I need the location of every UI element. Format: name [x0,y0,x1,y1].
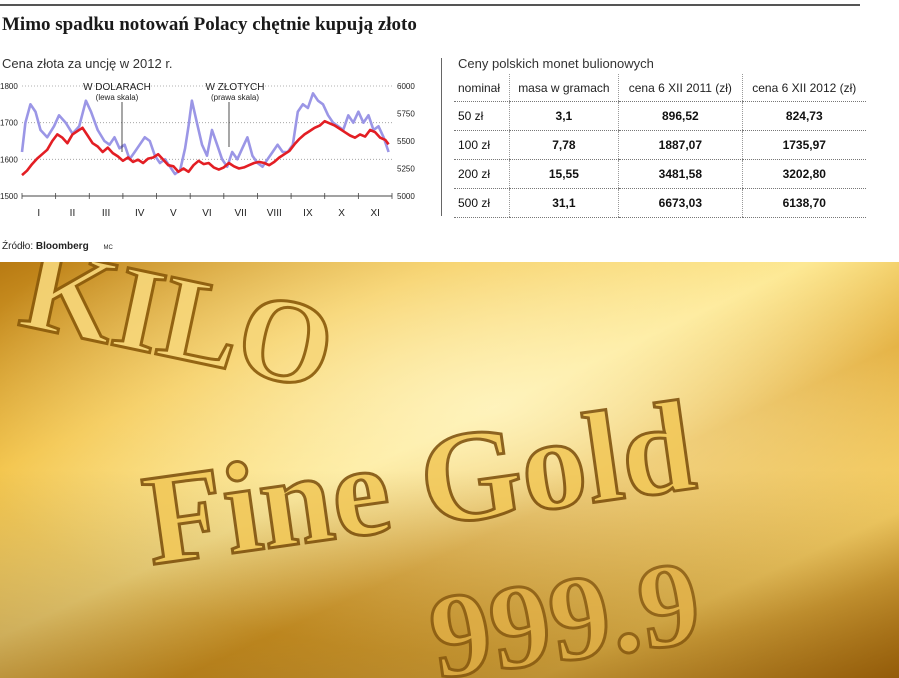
left-tick-label: 1700 [0,119,18,128]
col-header-nominal: nominał [454,74,510,102]
col-header-price-2012: cena 6 XII 2012 (zł) [741,74,866,102]
table-header-row: nominał masa w gramach cena 6 XII 2011 (… [454,74,866,102]
x-tick-label: X [338,208,345,219]
right-axis-ticks: 6000 5750 5500 5250 5000 [397,82,415,201]
series-note-usd: (lewa skala) [96,93,139,102]
x-tick-label: IX [303,208,313,219]
x-tick-label: V [170,208,177,219]
series-note-pln: (prawa skala) [211,93,259,102]
panel-divider [441,58,442,216]
source-line: Źródło: Bloomberg MC [2,241,113,252]
cell-mass: 31,1 [508,188,619,218]
series-label-pln: W ZŁOTYCH [206,82,265,93]
cell-mass: 15,55 [508,159,619,189]
table-row: 100 zł 7,78 1887,07 1735,97 [454,130,866,160]
col-header-price-2011: cena 6 XII 2011 (zł) [618,74,743,102]
table-row: 200 zł 15,55 3481,58 3202,80 [454,159,866,189]
left-tick-label: 1800 [0,82,18,91]
top-rule [0,4,860,6]
headline: Mimo spadku notowań Polacy chętnie kupuj… [2,14,417,35]
cell-nominal: 100 zł [454,130,510,160]
cell-price-2012: 3202,80 [741,159,866,189]
table-row: 50 zł 3,1 896,52 824,73 [454,101,866,131]
chart-lines [20,91,390,177]
right-tick-label: 6000 [397,82,415,91]
cell-price-2011: 1887,07 [618,130,743,160]
right-tick-label: 5000 [397,192,415,201]
left-tick-label: 1500 [0,192,18,201]
table-row: 500 zł 31,1 6673,03 6138,70 [454,188,866,218]
cell-mass: 7,78 [508,130,619,160]
left-axis-ticks: 1800 1700 1600 1500 [0,82,18,201]
author-initials: MC [103,245,113,251]
cell-price-2012: 824,73 [741,101,866,131]
series-label-usd: W DOLARACH [83,82,151,93]
x-tick-label: VII [235,208,247,219]
x-tick-label: XI [370,208,379,219]
cell-price-2012: 6138,70 [741,188,866,218]
x-tick-label: I [37,208,40,219]
series-line-usd [20,91,390,176]
cell-price-2011: 896,52 [618,101,743,131]
x-tick-label: IV [135,208,145,219]
cell-price-2011: 6673,03 [618,188,743,218]
x-tick-label: VI [202,208,211,219]
table-title: Ceny polskich monet bulionowych [458,56,654,71]
cell-nominal: 500 zł [454,188,510,218]
col-header-mass: masa w gramach [508,74,619,102]
gold-bar-photo: KILO Fine Gold 999.9 [0,262,899,678]
cell-nominal: 50 zł [454,101,510,131]
cell-nominal: 200 zł [454,159,510,189]
source-label: Źródło: [2,241,34,252]
embossed-purity: 999.9 [422,535,708,678]
chart-title: Cena złota za uncję w 2012 r. [2,56,173,71]
chart-grid [22,85,392,197]
right-tick-label: 5250 [397,165,415,174]
x-tick-label: II [70,208,76,219]
x-tick-label: VIII [267,208,282,219]
x-tick-label: III [102,208,110,219]
cell-mass: 3,1 [508,101,619,131]
cell-price-2011: 3481,58 [618,159,743,189]
cell-price-2012: 1735,97 [741,130,866,160]
source-name: Bloomberg [35,241,89,252]
right-tick-label: 5750 [397,110,415,119]
series-line-pln [21,119,390,177]
x-axis-ticks: I II III IV V VI VII VIII IX X XI [21,193,393,219]
left-tick-label: 1600 [0,155,18,164]
bullion-coins-table: nominał masa w gramach cena 6 XII 2011 (… [454,74,866,218]
right-tick-label: 5500 [397,137,415,146]
series-labels: W DOLARACH (lewa skala) W ZŁOTYCH (prawa… [83,82,264,152]
